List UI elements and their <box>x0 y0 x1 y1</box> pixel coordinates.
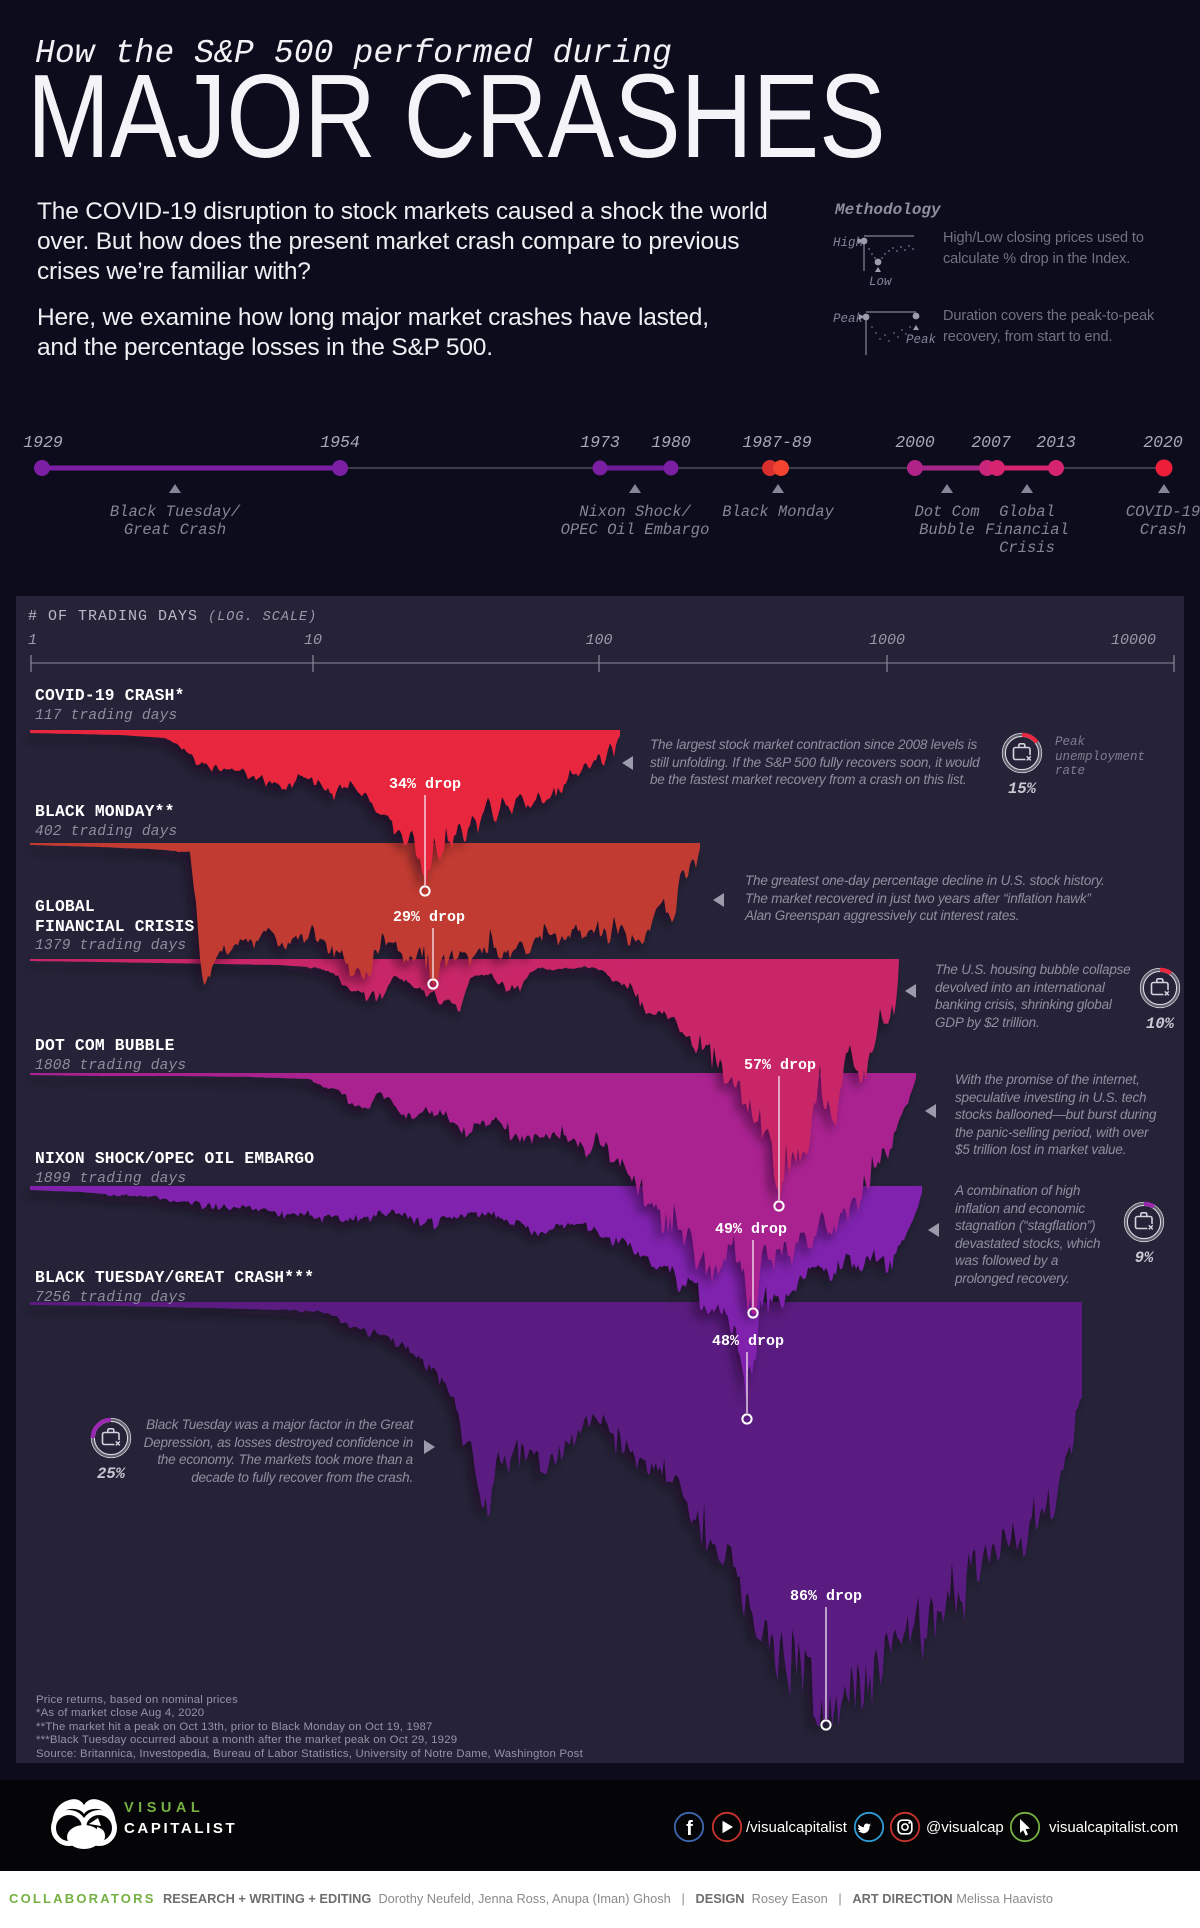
svg-text:Peak: Peak <box>833 312 864 326</box>
svg-text:Peak: Peak <box>906 333 937 347</box>
svg-text:High: High <box>833 236 863 250</box>
svg-text:f: f <box>686 1818 693 1840</box>
svg-text:Low: Low <box>869 275 893 289</box>
